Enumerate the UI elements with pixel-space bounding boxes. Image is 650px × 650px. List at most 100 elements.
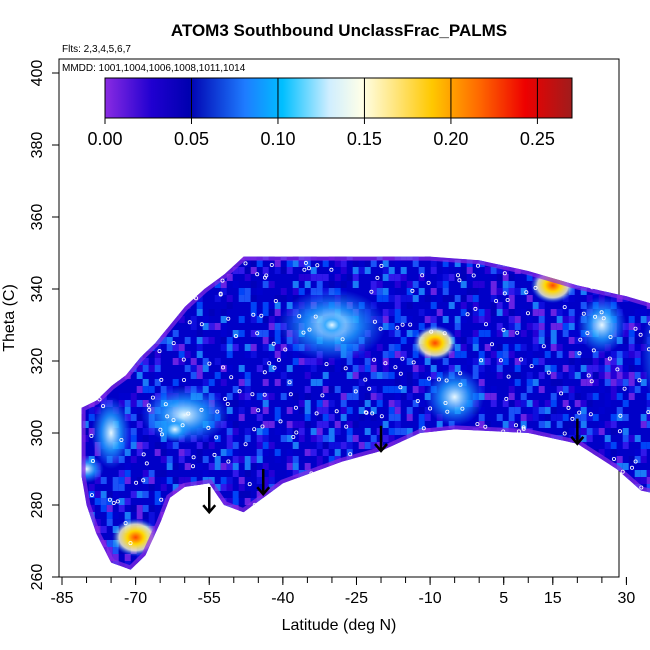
heatmap-cell <box>160 484 167 491</box>
heatmap-cell <box>448 435 455 442</box>
heatmap-cell <box>520 414 527 421</box>
heatmap-cell <box>568 533 575 540</box>
heatmap-cell <box>460 484 467 491</box>
heatmap-cell <box>268 526 275 533</box>
sample-point <box>302 267 307 272</box>
heatmap-cell <box>226 337 233 344</box>
heatmap-cell <box>502 288 509 295</box>
heatmap-cell <box>508 484 515 491</box>
heatmap-cell <box>634 477 641 484</box>
heatmap-cell <box>460 526 467 533</box>
heatmap-cell <box>214 512 221 519</box>
heatmap-cell <box>286 554 293 561</box>
heatmap-cell <box>214 256 221 260</box>
heatmap-cell <box>376 498 383 505</box>
heatmap-cell <box>640 281 647 288</box>
heatmap-cell <box>460 449 467 456</box>
heatmap-cell <box>388 344 395 351</box>
heatmap-cell <box>568 442 575 449</box>
heatmap-cell <box>538 484 545 491</box>
heatmap-cell <box>484 358 491 365</box>
heatmap-cell <box>532 379 539 386</box>
colorbar-tick-label: 0.05 <box>174 129 209 149</box>
heatmap-cell <box>580 400 587 407</box>
heatmap-cell <box>280 351 287 358</box>
sample-point <box>471 273 476 278</box>
heatmap-cell <box>190 568 197 570</box>
heatmap-cell <box>472 309 479 316</box>
sample-point <box>218 511 223 516</box>
heatmap-cell <box>352 393 359 400</box>
heatmap-cell <box>214 323 221 330</box>
sample-point <box>375 275 380 280</box>
sample-point <box>276 357 281 362</box>
heatmap-cell <box>436 309 443 316</box>
arrow-layer <box>202 418 585 515</box>
heatmap-cell <box>508 323 515 330</box>
heatmap-cell <box>256 456 263 463</box>
heatmap-cell <box>124 407 131 414</box>
heatmap-cell <box>340 442 347 449</box>
heatmap-cell <box>598 365 605 372</box>
heatmap-cell <box>532 337 539 344</box>
heatmap-cell <box>622 379 629 386</box>
heatmap-cell <box>136 288 143 295</box>
heatmap-cell <box>400 477 407 484</box>
heatmap-cell <box>490 442 497 449</box>
heatmap-cell <box>298 274 305 281</box>
heatmap-cell <box>508 379 515 386</box>
heatmap-cell <box>346 442 353 449</box>
x-tick-label: 15 <box>544 590 562 607</box>
heatmap-cell <box>382 421 389 428</box>
sample-point <box>414 449 419 454</box>
heatmap-cell <box>646 421 650 428</box>
heatmap-cell <box>322 533 329 540</box>
heatmap-cell <box>568 561 575 568</box>
heatmap-cell <box>178 519 185 526</box>
heatmap-cell <box>592 414 599 421</box>
heatmap-cell <box>412 498 419 505</box>
heatmap-cell <box>394 554 401 561</box>
heatmap-cell <box>388 421 395 428</box>
heatmap-cell <box>370 505 377 512</box>
heatmap-cell <box>604 365 611 372</box>
heatmap-cell <box>562 323 569 330</box>
heatmap-cell <box>610 547 617 554</box>
heatmap-cell <box>376 344 383 351</box>
heatmap-cell <box>616 288 623 295</box>
heatmap-cell <box>394 526 401 533</box>
heatmap-cell <box>430 568 437 570</box>
heatmap-cell <box>364 561 371 568</box>
heatmap-cell <box>634 256 641 260</box>
heatmap-cell <box>130 295 137 302</box>
heatmap-cell <box>244 400 251 407</box>
heatmap-cell <box>88 330 95 337</box>
heatmap-cell <box>586 414 593 421</box>
heatmap-cell <box>112 344 119 351</box>
heatmap-cell <box>226 498 233 505</box>
heatmap-cell <box>322 260 329 267</box>
sample-point <box>483 322 488 327</box>
heatmap-cell <box>496 330 503 337</box>
heatmap-cell <box>172 330 179 337</box>
heatmap-cell <box>370 372 377 379</box>
heatmap-cell <box>382 260 389 267</box>
heatmap-cell <box>352 372 359 379</box>
heatmap-cell <box>610 295 617 302</box>
heatmap-cell <box>616 554 623 561</box>
heatmap-cell <box>310 365 317 372</box>
heatmap-cell <box>610 379 617 386</box>
heatmap-cell <box>226 274 233 281</box>
heatmap-cell <box>634 281 641 288</box>
heatmap-cell <box>334 421 341 428</box>
heatmap-cell <box>286 463 293 470</box>
heatmap-cell <box>496 267 503 274</box>
heatmap-cell <box>622 274 629 281</box>
sample-point <box>505 297 510 302</box>
heatmap-cell <box>484 323 491 330</box>
heatmap-cell <box>340 561 347 568</box>
heatmap-cell <box>616 407 623 414</box>
heatmap-cell <box>154 561 161 568</box>
heatmap-cell <box>550 470 557 477</box>
heatmap-cell <box>610 365 617 372</box>
